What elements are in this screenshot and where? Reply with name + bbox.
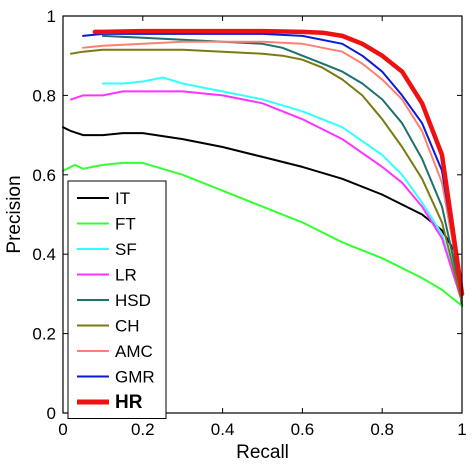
x-tick-label: 0.4	[211, 420, 235, 439]
axis-ticks: 0 0.2 0.4 0.6 0.8 1 0 0.2 0.4 0.6 0.8 1	[32, 7, 466, 439]
plot-frame	[62, 15, 463, 414]
x-tick-label: 0.8	[370, 420, 394, 439]
x-tick-label: 0.6	[291, 420, 315, 439]
legend: IT FT SF LR HSD CH AMC GMR HR	[67, 180, 167, 419]
x-tick-label: 0.2	[131, 420, 155, 439]
y-tick-label: 0.6	[32, 166, 56, 185]
series-line-ch	[70, 48, 463, 303]
series-line-hr	[92, 28, 465, 297]
legend-label-amc: AMC	[115, 342, 153, 361]
plot-area	[62, 28, 465, 307]
x-tick-label: 1	[457, 420, 466, 439]
series-line-lr	[70, 90, 463, 303]
legend-label-hr: HR	[115, 392, 143, 413]
x-tick-label: 0	[58, 420, 67, 439]
series-line-sf	[101, 76, 463, 303]
legend-label-lr: LR	[115, 266, 137, 285]
y-tick-label: 1	[47, 7, 56, 26]
legend-label-ft: FT	[115, 215, 136, 234]
legend-label-hsd: HSD	[115, 291, 151, 310]
series-line-hsd	[101, 34, 463, 299]
series-line-ft	[62, 161, 463, 307]
y-tick-label: 0.2	[32, 325, 56, 344]
series-line-amc	[82, 40, 463, 295]
y-tick-label: 0.8	[32, 86, 56, 105]
x-axis-label: Recall	[236, 442, 289, 463]
legend-label-gmr: GMR	[115, 368, 155, 387]
y-tick-label: 0	[47, 404, 56, 423]
legend-label-sf: SF	[115, 240, 137, 259]
series-line-gmr	[82, 32, 463, 295]
y-tick-label: 0.4	[32, 245, 56, 264]
legend-label-ch: CH	[115, 317, 140, 336]
y-axis-label: Precision	[4, 175, 25, 253]
legend-label-it: IT	[115, 189, 130, 208]
